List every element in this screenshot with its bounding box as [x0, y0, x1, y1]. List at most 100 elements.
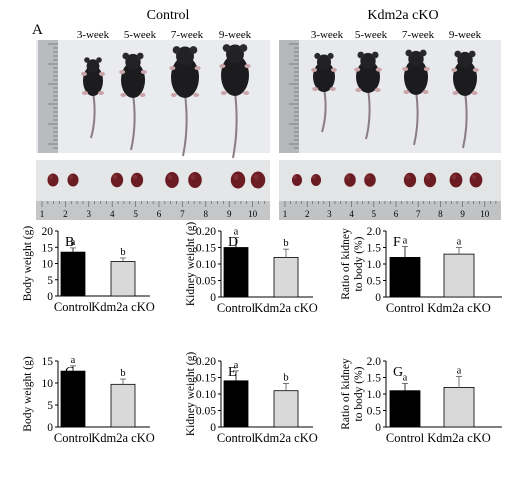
- y-axis-label: Kidney weight (g): [185, 352, 197, 436]
- significance-letter: a: [403, 236, 408, 247]
- bar-control: [223, 380, 249, 428]
- bar-kdm2a-cko: [273, 390, 299, 428]
- y-tick-label: 0.5: [367, 276, 382, 288]
- y-tick-label: 15: [42, 356, 54, 368]
- bar-control: [389, 390, 421, 428]
- ruler-vertical-left: [38, 40, 58, 153]
- ruler-number-control-9: 9: [227, 209, 232, 219]
- x-tick-label: Kdm2a cKO: [254, 431, 318, 445]
- ruler-number-control-2: 2: [63, 209, 68, 219]
- ruler-number-control-1: 1: [40, 209, 45, 219]
- y-tick-label: 10: [42, 378, 54, 390]
- y-tick-label: 1.0: [367, 259, 382, 271]
- y-tick-label: 0.20: [196, 226, 216, 238]
- panel-label-e: E: [228, 365, 237, 380]
- bar-kdm2a-cko: [443, 386, 475, 428]
- y-axis-label: Kidney weight (g): [185, 222, 197, 306]
- bar-kdm2a-cko: [273, 256, 299, 298]
- y-tick-label: 10: [42, 259, 54, 271]
- y-tick-label: 1.0: [367, 389, 382, 401]
- y-tick-label: 0.5: [367, 406, 382, 418]
- x-tick-label: Kdm2a cKO: [254, 301, 318, 315]
- significance-letter: a: [71, 237, 76, 248]
- ruler-vertical-right: [279, 40, 299, 153]
- y-tick-label: 0: [47, 291, 53, 303]
- chart-b: B 0 5 10 15 20 Body weight (g) a Control b Kdm2a c…: [22, 226, 155, 314]
- ruler-number-kdm2a-1: 1: [283, 209, 288, 219]
- significance-letter: b: [283, 372, 288, 383]
- x-tick-label: Control: [54, 431, 93, 445]
- significance-letter: b: [120, 368, 125, 379]
- ruler-number-control-10: 10: [248, 209, 258, 219]
- ruler-number-control-8: 8: [204, 209, 209, 219]
- significance-letter: a: [457, 237, 462, 248]
- significance-letter: a: [234, 227, 239, 238]
- bar-kdm2a-cko: [110, 261, 136, 297]
- mouse-control-1: [81, 57, 105, 139]
- mouse-kdm2a-4: [451, 50, 479, 149]
- kidney-pair-kdm2a-2: [344, 173, 376, 187]
- panel-label-b: B: [65, 235, 74, 250]
- y-axis-label: Ratio of kidneyto body (%): [340, 358, 365, 430]
- age-label-control-1: 3-week: [77, 29, 110, 41]
- ruler-number-control-3: 3: [87, 209, 92, 219]
- y-tick-label: 15: [42, 242, 54, 254]
- kidney-pair-control-4: [230, 171, 266, 189]
- y-tick-label: 0.05: [196, 276, 216, 288]
- y-tick-label: 0.10: [196, 389, 216, 401]
- y-tick-label: 2.0: [367, 356, 382, 368]
- x-tick-label: Control: [217, 301, 256, 315]
- y-tick-label: 0: [47, 422, 53, 434]
- ruler-number-kdm2a-2: 2: [305, 209, 310, 219]
- ruler-number-kdm2a-9: 9: [460, 209, 465, 219]
- kidney-pair-control-2: [110, 172, 144, 188]
- significance-letter: a: [71, 355, 76, 366]
- mouse-control-4: [219, 44, 251, 159]
- y-tick-label: 5: [47, 400, 53, 412]
- age-label-control-4: 9-week: [219, 29, 252, 41]
- mouse-kdm2a-1: [311, 52, 337, 133]
- significance-letter: b: [120, 247, 125, 258]
- significance-letter: a: [403, 372, 408, 383]
- significance-letter: b: [283, 238, 288, 249]
- y-tick-label: 0: [210, 292, 216, 304]
- y-tick-label: 20: [42, 226, 54, 238]
- kidney-pair-control-1: [47, 173, 79, 187]
- x-tick-label: Kdm2a cKO: [91, 300, 155, 314]
- ruler-number-kdm2a-4: 4: [349, 209, 354, 219]
- y-tick-label: 0.20: [196, 356, 216, 368]
- panel-label-g: G: [393, 365, 403, 380]
- y-tick-label: 0.15: [196, 243, 216, 255]
- y-tick-label: 0.10: [196, 259, 216, 271]
- age-label-control-2: 5-week: [124, 29, 157, 41]
- y-axis-label: Body weight (g): [22, 356, 34, 432]
- ruler-horizontal-left: 1 2 3 4 5 6 7 8 9 10: [36, 201, 270, 220]
- y-tick-label: 2.0: [367, 226, 382, 238]
- ruler-number-kdm2a-7: 7: [416, 209, 421, 219]
- age-label-kdm2a-3: 7-week: [402, 29, 435, 41]
- ruler-number-control-4: 4: [110, 209, 115, 219]
- ruler-number-kdm2a-8: 8: [438, 209, 443, 219]
- significance-letter: a: [457, 366, 462, 377]
- mouse-control-3: [169, 46, 201, 157]
- y-axis-label: Body weight (g): [22, 226, 34, 302]
- bar-kdm2a-cko: [443, 253, 475, 298]
- bar-control: [60, 251, 86, 297]
- panel-a-label: A: [32, 22, 43, 38]
- panel-label-f: F: [393, 235, 401, 250]
- x-tick-label: Control: [386, 431, 425, 445]
- kidney-pair-control-3: [165, 172, 202, 188]
- ruler-number-control-6: 6: [157, 209, 162, 219]
- ruler-number-control-7: 7: [180, 209, 185, 219]
- y-tick-label: 1.5: [367, 373, 382, 385]
- y-tick-label: 1.5: [367, 243, 382, 255]
- significance-letter: a: [234, 360, 239, 371]
- age-label-kdm2a-4: 9-week: [449, 29, 482, 41]
- mouse-control-2: [119, 52, 147, 151]
